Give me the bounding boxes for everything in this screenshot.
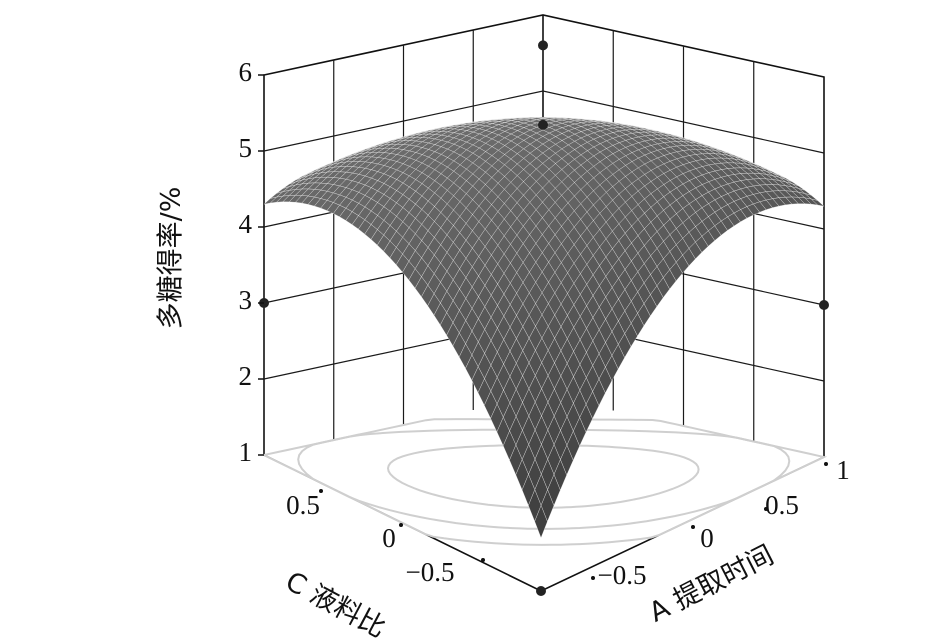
z-axis-ticks: 1 2 3 4 5 6: [239, 57, 264, 467]
z-tick-label: 3: [239, 285, 253, 315]
z-tick-label: 6: [239, 57, 253, 87]
x-tick-label: 0: [700, 523, 714, 553]
y-tick-mark: [481, 558, 485, 562]
x-tick-label: −0.5: [598, 560, 647, 590]
y-tick-label: 0: [382, 523, 396, 553]
x-axis-ticks: −0.5 0 0.5 1: [591, 455, 850, 590]
x-tick-label: 0.5: [765, 490, 799, 520]
corner-point: [538, 119, 548, 130]
contour-line: [386, 444, 700, 509]
y-tick-mark: [319, 489, 323, 493]
surface-mesh: [263, 117, 825, 539]
x-tick-mark: [691, 525, 695, 529]
x-tick-mark: [591, 576, 595, 580]
y-tick-mark: [399, 523, 403, 527]
x-tick-mark: [764, 507, 768, 511]
contour-line: [261, 418, 828, 546]
z-axis-title: 多糖得率/%: [156, 187, 187, 330]
floor-contours: [261, 418, 828, 546]
z-tick-label: 4: [239, 209, 253, 239]
z-tick-label: 1: [239, 437, 253, 467]
surface-facet: [534, 504, 548, 539]
wall-grid-row: [263, 90, 825, 154]
y-tick-label: 0.5: [286, 490, 320, 520]
corner-point: [538, 40, 548, 51]
corner-point: [536, 586, 546, 596]
z-tick-label: 5: [239, 133, 253, 163]
z-tick-label: 2: [239, 361, 253, 391]
x-tick-label: 1: [836, 455, 850, 485]
y-axis-ticks: −0.5 0 0.5: [286, 489, 485, 587]
y-axis-title: C 液料比: [280, 566, 390, 638]
x-tick-mark: [824, 462, 828, 466]
y-tick-label: −0.5: [406, 557, 455, 587]
corner-point: [819, 300, 829, 310]
